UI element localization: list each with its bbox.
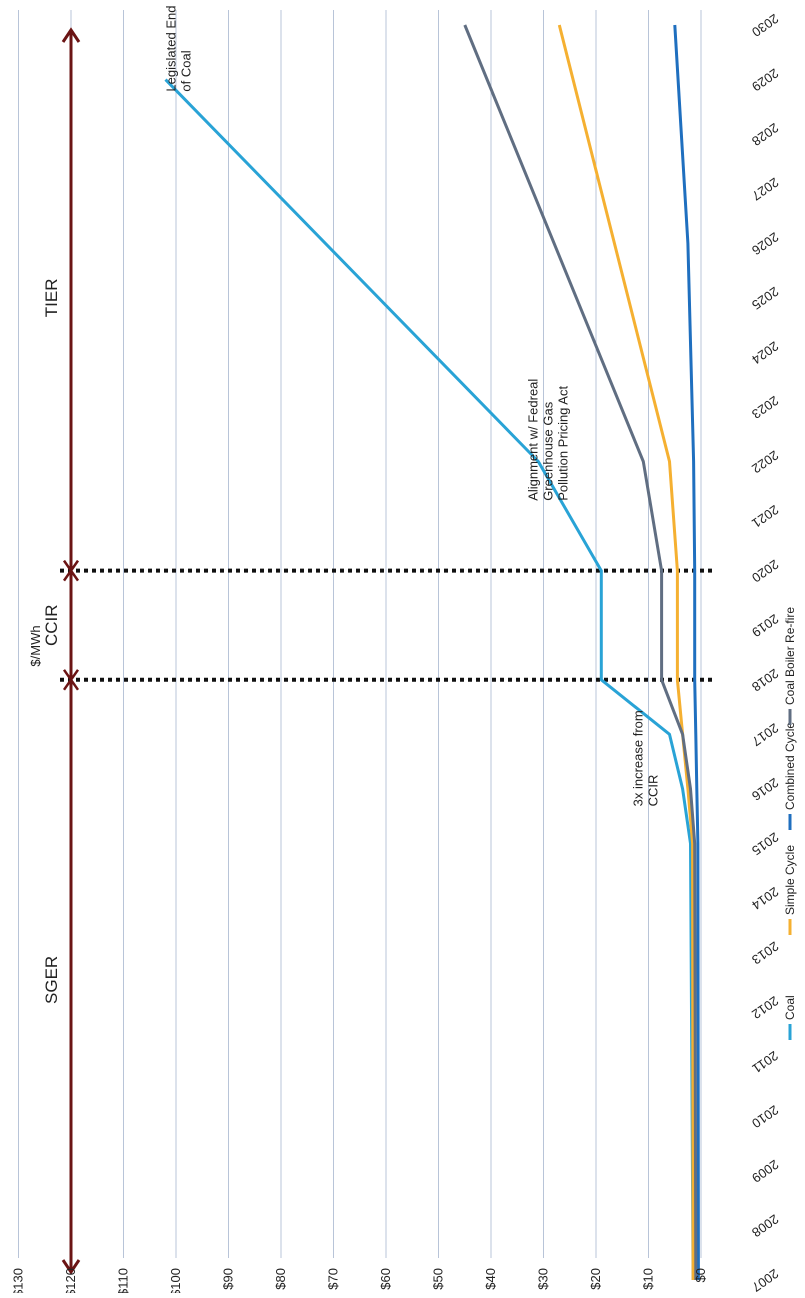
period-layer: SGER CCIR TIER [42,27,81,1275]
x-tick-label: 2021 [749,502,781,531]
y-tick-label: $90 [221,1268,236,1290]
y-tick-label: $10 [641,1268,656,1290]
legend-layer: Coal Simple Cycle Combined Cycle Coal Boile… [783,607,797,1040]
legend-label: Coal [783,995,797,1020]
annotation-line: Legislated End [164,6,179,92]
period-label: TIER [42,278,61,317]
period-arrow-marker [62,559,80,582]
x-tick-label: 2013 [749,939,781,968]
y-tick-label: $40 [483,1268,498,1290]
annotation-layer: Legislated Endof Coal Alignment w/ Fedrea… [164,6,661,807]
grid-layer [18,10,702,1258]
series-line-coal-boiler-re-fire [463,24,698,1281]
series-line-combined-cycle [673,24,700,1281]
y-tick-label: $80 [273,1268,288,1290]
legend-label: Combined Cycle [783,722,797,810]
y-tick-label: $20 [588,1268,603,1290]
x-tick-label: 2010 [749,1102,781,1131]
legend-label: Coal Boiler Re-fire [783,607,797,705]
period-arrow-head [61,1259,81,1275]
x-tick-label: 2019 [749,611,781,640]
x-tick-label: 2015 [749,829,781,858]
annotation: Legislated Endof Coal [164,6,194,92]
x-tick-label: 2025 [749,284,781,313]
axis-layer: $0 $10 $20 $30 $40 $50 $60 $70 $80 $90 $100 $110 $12… [11,11,782,1297]
annotation-line: Pollution Pricing Act [556,386,571,501]
x-tick-label: 2029 [749,66,781,95]
series-line-coal [164,78,695,1281]
x-tick-label: 2024 [749,338,781,367]
x-tick-label: 2020 [749,557,781,586]
x-tick-label: 2026 [749,229,781,258]
x-tick-label: 2028 [749,120,781,149]
y-tick-label: $120 [63,1268,78,1293]
annotation: Alignment w/ FedrealGreenhouse GasPollut… [526,379,571,501]
annotation-line: Alignment w/ Fedreal [526,379,541,501]
annotation-line: CCIR [646,775,661,807]
x-tick-label: 2027 [749,175,781,204]
x-tick-label: 2022 [749,447,781,476]
y-axis-label: $/MWh [28,625,43,666]
y-tick-label: $30 [536,1268,551,1290]
period-arrow-marker [62,669,80,691]
y-tick-label: $110 [116,1268,131,1293]
period-label: CCIR [42,604,61,646]
x-tick-label: 2012 [749,993,781,1022]
legend-label: Simple Cycle [783,845,797,915]
x-tick-label: 2014 [749,884,781,913]
x-tick-label: 2011 [750,1048,782,1076]
y-tick-label: $60 [378,1268,393,1290]
y-tick-label: $100 [168,1268,183,1293]
annotation: 3x increase fromCCIR [631,710,661,806]
annotation-line: Greenhouse Gas [541,401,556,501]
y-tick-label: $70 [326,1268,341,1290]
series-line-simple-cycle [557,24,695,1281]
x-tick-label: 2018 [749,666,781,695]
y-tick-label: $50 [431,1268,446,1290]
series-layer [164,24,700,1281]
x-tick-label: 2017 [749,720,781,749]
x-tick-label: 2007 [749,1266,781,1293]
period-arrow-head [61,27,81,43]
x-tick-label: 2009 [749,1157,781,1186]
annotation-line: 3x increase from [631,710,646,806]
y-tick-label: $0 [693,1268,708,1282]
x-tick-label: 2023 [749,393,781,422]
period-label: SGER [42,956,61,1004]
x-tick-label: 2030 [749,11,781,40]
y-tick-label: $130 [11,1268,26,1293]
annotation-line: of Coal [179,50,194,91]
x-tick-label: 2008 [749,1211,781,1240]
x-tick-label: 2016 [749,775,781,804]
